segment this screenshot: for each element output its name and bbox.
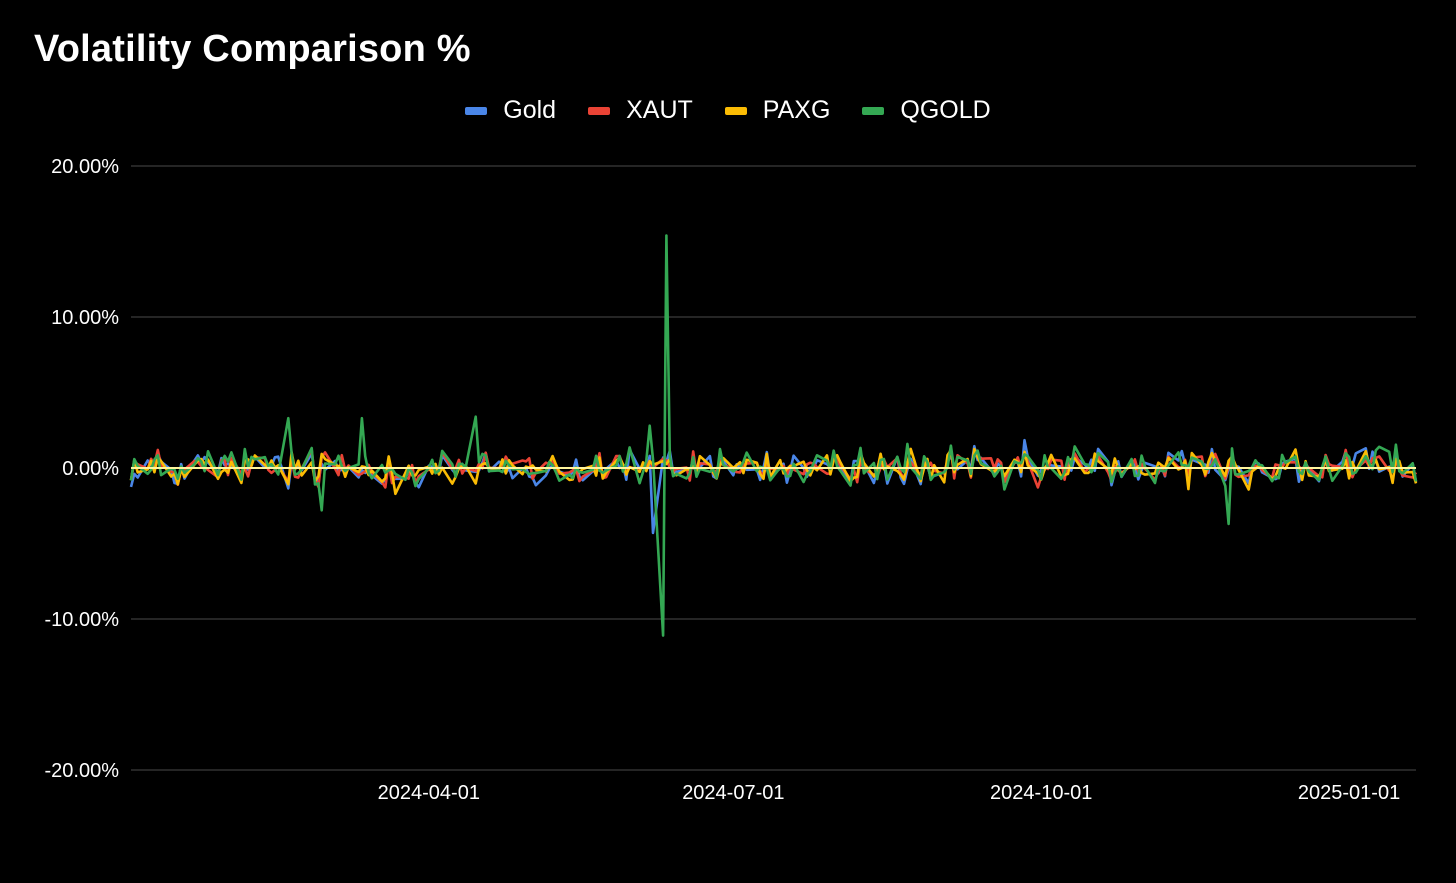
y-tick-label-4: -20.00% <box>45 760 120 782</box>
legend-label-paxg: PAXG <box>762 96 831 124</box>
y-tick-label-3: -10.00% <box>45 609 120 631</box>
series-line-qgold <box>129 234 1418 637</box>
legend-label-xaut: XAUT <box>626 96 693 124</box>
y-tick-label-2: 0.00% <box>62 458 119 480</box>
legend-swatch-xaut <box>588 106 611 115</box>
legend-item-xaut[interactable]: XAUT <box>588 96 693 125</box>
chart-title: Volatility Comparison % <box>34 28 471 70</box>
legend-item-qgold[interactable]: QGOLD <box>862 96 991 125</box>
axis-labels: 20.00% 10.00% 0.00% -10.00% -20.00% 2024-04-0… <box>45 156 1401 804</box>
x-tick-label-1: 2024-07-01 <box>682 782 784 804</box>
legend-swatch-qgold <box>862 106 885 115</box>
legend-swatch-gold <box>465 106 488 115</box>
y-tick-label-0: 20.00% <box>51 156 119 178</box>
x-tick-label-2: 2024-10-01 <box>990 782 1092 804</box>
legend-label-gold: Gold <box>503 96 557 124</box>
legend-item-gold[interactable]: Gold <box>465 96 556 125</box>
y-tick-label-1: 10.00% <box>51 307 119 329</box>
chart-legend: Gold XAUT PAXG QGOLD <box>0 96 1456 125</box>
legend-item-paxg[interactable]: PAXG <box>724 96 831 125</box>
series-lines <box>129 234 1418 637</box>
x-tick-label-3: 2025-01-01 <box>1298 782 1400 804</box>
x-tick-label-0: 2024-04-01 <box>378 782 480 804</box>
legend-label-qgold: QGOLD <box>900 96 991 124</box>
legend-swatch-paxg <box>724 106 747 115</box>
